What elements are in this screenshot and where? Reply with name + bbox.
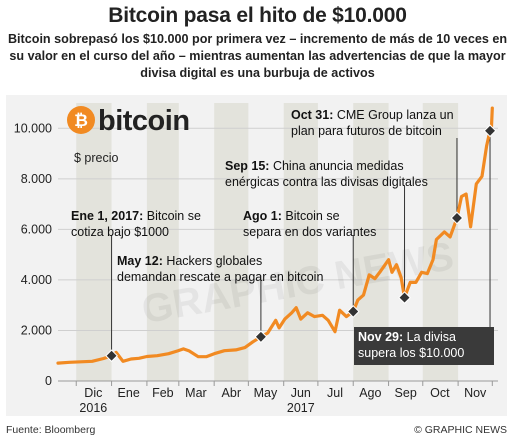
callout-line: enérgicas contra las divisas digitales (225, 175, 428, 189)
y-tick-label: 0 (45, 374, 52, 388)
callout-line: La divisa (403, 330, 456, 344)
callout-line: supera los $10.000 (358, 346, 464, 360)
month-band (214, 103, 249, 381)
credit-note: © GRAPHIC NEWS (414, 424, 507, 436)
x-year-label: 2016 (79, 401, 107, 415)
callout-date: Sep 15: (225, 159, 269, 173)
callout-box (354, 327, 494, 365)
event-marker (105, 349, 118, 363)
event-marker (398, 291, 411, 304)
event-marker (254, 330, 268, 344)
page-subtitle: Bitcoin sobrepasó los $10.000 por primer… (7, 32, 508, 80)
callout-line: CME Group lanza un (333, 108, 453, 122)
source-note: Fuente: Bloomberg (6, 424, 96, 436)
y-tick-label: 2.000 (21, 323, 52, 337)
callout-6: Nov 29: La divisa supera los $10.000 (354, 327, 494, 365)
month-band (76, 103, 112, 381)
callout-3: Ago 1: Bitcoin se separa en dos variantes (243, 209, 376, 239)
callout-line: Bitcoin se (282, 209, 340, 223)
month-band (283, 103, 318, 381)
callout-4: Sep 15: China anuncia medidas enérgicas c… (225, 159, 428, 189)
x-tick-label: Abr (222, 386, 241, 400)
price-line (56, 106, 494, 365)
callout-text: Nov 29: La divisa (358, 330, 456, 344)
callout-line: cotiza bajo $1000 (71, 225, 169, 239)
x-tick-label: Jul (327, 386, 343, 400)
callout-text: May 12: Hackers globales (117, 254, 262, 268)
bitcoin-logo-icon (67, 106, 95, 134)
y-tick-label: 6.000 (21, 222, 52, 236)
callout-date: Ene 1, 2017: (71, 209, 143, 223)
callout-text: Ene 1, 2017: Bitcoin se (71, 209, 201, 223)
callout-line: separa en dos variantes (243, 225, 376, 239)
event-marker (450, 211, 464, 225)
callout-line: China anuncia medidas (269, 159, 403, 173)
y-tick-label: 4.000 (21, 273, 52, 287)
x-year-label: 2017 (287, 401, 315, 415)
callout-date: Oct 31: (291, 108, 333, 122)
callout-line: demandan rescate a pagar en bitcoin (117, 270, 323, 284)
callout-5: Oct 31: CME Group lanza un plan para futu… (291, 108, 454, 138)
callout-line: Bitcoin se (143, 209, 201, 223)
callout-line: plan para futuros de bitcoin (291, 124, 442, 138)
callout-text: Oct 31: CME Group lanza un (291, 108, 454, 122)
x-tick-label: Feb (152, 386, 174, 400)
bitcoin-wordmark: bitcoin (98, 105, 190, 137)
x-tick-label: Nov (464, 386, 487, 400)
x-tick-label: Ago (359, 386, 381, 400)
callout-date: Nov 29: (358, 330, 403, 344)
bitcoin-symbol: ₿ (74, 111, 88, 130)
x-tick-label: Ene (118, 386, 140, 400)
callout-date: Ago 1: (243, 209, 282, 223)
x-tick-label: Dic (84, 386, 102, 400)
x-tick-label: Sep (395, 386, 417, 400)
callout-text: Sep 15: China anuncia medidas (225, 159, 404, 173)
y-axis-label: $ precio (74, 151, 119, 165)
month-band (146, 103, 179, 381)
x-tick-label: Mar (185, 386, 207, 400)
event-marker (346, 305, 360, 318)
x-tick-label: Oct (430, 386, 450, 400)
callout-2: May 12: Hackers globales demandan rescate… (117, 254, 323, 284)
page-title: Bitcoin pasa el hito de $10.000 (108, 4, 407, 27)
callout-line: Hackers globales (163, 254, 262, 268)
callout-text: Ago 1: Bitcoin se (243, 209, 340, 223)
x-tick-label: May (254, 386, 278, 400)
callout-1: Ene 1, 2017: Bitcoin se cotiza bajo $1000 (71, 209, 201, 239)
callout-date: May 12: (117, 254, 163, 268)
y-tick-label: 8.000 (21, 172, 52, 186)
event-marker (483, 124, 497, 138)
y-tick-label: 10.000 (14, 121, 52, 135)
x-tick-label: Jun (291, 386, 311, 400)
